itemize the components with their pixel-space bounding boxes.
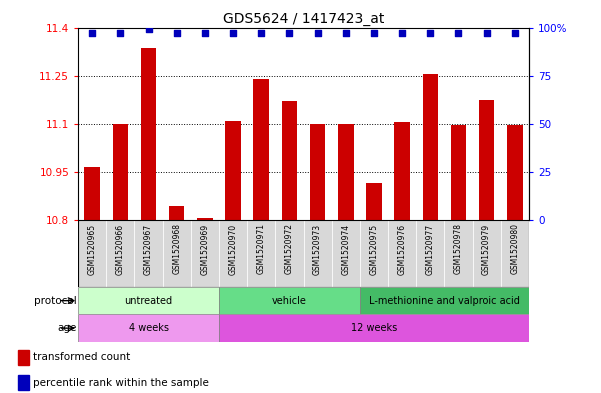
Text: age: age xyxy=(57,323,77,333)
Text: 4 weeks: 4 weeks xyxy=(129,323,168,333)
Bar xyxy=(197,219,213,220)
Point xyxy=(426,30,435,37)
Text: GSM1520977: GSM1520977 xyxy=(426,223,435,275)
Point xyxy=(313,30,322,37)
Text: GSM1520978: GSM1520978 xyxy=(454,223,463,274)
Bar xyxy=(78,314,219,342)
Bar xyxy=(360,287,529,314)
Text: percentile rank within the sample: percentile rank within the sample xyxy=(33,378,209,388)
Bar xyxy=(254,79,269,220)
Bar xyxy=(282,101,297,220)
Bar xyxy=(141,48,156,220)
Bar xyxy=(169,206,185,220)
Bar xyxy=(135,220,163,287)
Point xyxy=(200,30,210,37)
Point xyxy=(87,30,97,37)
Bar xyxy=(219,220,247,287)
Point xyxy=(482,30,492,37)
Text: untreated: untreated xyxy=(124,296,172,306)
Bar xyxy=(423,74,438,220)
Point xyxy=(228,30,238,37)
Bar xyxy=(275,220,304,287)
Bar xyxy=(18,350,29,365)
Bar xyxy=(416,220,444,287)
Point xyxy=(369,30,379,37)
Bar xyxy=(507,125,522,220)
Text: GSM1520970: GSM1520970 xyxy=(228,223,237,275)
Point xyxy=(341,30,350,37)
Point xyxy=(510,30,520,37)
Bar xyxy=(332,220,360,287)
Bar xyxy=(360,220,388,287)
Bar xyxy=(444,220,472,287)
Bar xyxy=(85,167,100,220)
Text: GSM1520965: GSM1520965 xyxy=(88,223,97,275)
Bar xyxy=(451,125,466,220)
Bar xyxy=(338,124,353,220)
Bar xyxy=(479,100,495,220)
Text: GSM1520969: GSM1520969 xyxy=(200,223,209,275)
Bar xyxy=(163,220,191,287)
Point xyxy=(144,26,153,33)
Text: GSM1520976: GSM1520976 xyxy=(398,223,407,275)
Text: GSM1520967: GSM1520967 xyxy=(144,223,153,275)
Bar xyxy=(112,124,128,220)
Text: GSM1520975: GSM1520975 xyxy=(370,223,379,275)
Text: GSM1520972: GSM1520972 xyxy=(285,223,294,274)
Bar xyxy=(191,220,219,287)
Text: GSM1520971: GSM1520971 xyxy=(257,223,266,274)
Bar xyxy=(501,220,529,287)
Point xyxy=(115,30,125,37)
Text: GSM1520973: GSM1520973 xyxy=(313,223,322,275)
Bar xyxy=(394,122,410,220)
Bar xyxy=(304,220,332,287)
Point xyxy=(257,30,266,37)
Text: protocol: protocol xyxy=(34,296,77,306)
Point xyxy=(285,30,294,37)
Bar xyxy=(18,375,29,391)
Point xyxy=(397,30,407,37)
Bar xyxy=(472,220,501,287)
Bar xyxy=(366,183,382,220)
Text: GSM1520966: GSM1520966 xyxy=(116,223,125,275)
Bar xyxy=(247,220,275,287)
Text: L-methionine and valproic acid: L-methionine and valproic acid xyxy=(369,296,520,306)
Text: GSM1520968: GSM1520968 xyxy=(172,223,182,274)
Bar xyxy=(106,220,135,287)
Text: GSM1520979: GSM1520979 xyxy=(482,223,491,275)
Bar xyxy=(225,121,241,220)
Bar xyxy=(388,220,416,287)
Title: GDS5624 / 1417423_at: GDS5624 / 1417423_at xyxy=(223,13,384,26)
Text: transformed count: transformed count xyxy=(33,352,130,362)
Bar xyxy=(78,287,219,314)
Bar xyxy=(78,220,106,287)
Point xyxy=(454,30,463,37)
Text: vehicle: vehicle xyxy=(272,296,307,306)
Bar xyxy=(310,124,325,220)
Text: GSM1520980: GSM1520980 xyxy=(510,223,519,274)
Bar xyxy=(219,314,529,342)
Bar xyxy=(219,287,360,314)
Text: GSM1520974: GSM1520974 xyxy=(341,223,350,275)
Point xyxy=(172,30,182,37)
Text: 12 weeks: 12 weeks xyxy=(351,323,397,333)
